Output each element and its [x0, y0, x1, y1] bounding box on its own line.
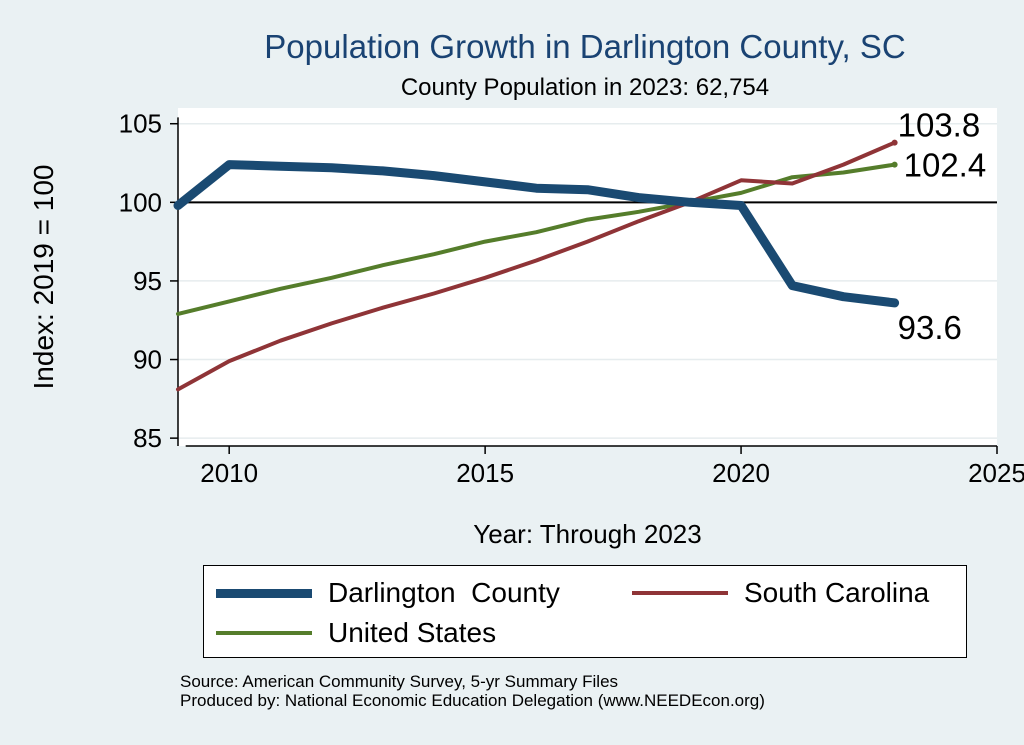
legend-label-south-carolina: South Carolina	[744, 577, 930, 608]
end-label-2: 102.4	[904, 147, 987, 184]
legend-swatch-south-carolina	[632, 591, 728, 595]
legend-item-darlington: Darlington County	[216, 577, 560, 609]
legend-item-united-states: United States	[216, 617, 496, 649]
x-tick-label: 2015	[456, 458, 514, 488]
y-tick-label: 85	[133, 423, 162, 453]
chart-subtitle: County Population in 2023: 62,754	[400, 74, 770, 101]
legend-label-united-states: United States	[328, 617, 497, 648]
legend-item-south-carolina: South Carolina	[632, 577, 929, 609]
series-line-1	[176, 140, 897, 392]
series-end-point-0	[890, 298, 899, 307]
legend-label-darlington: Darlington County	[328, 577, 560, 608]
y-tick-label: 90	[133, 345, 162, 375]
series-end-point-1	[891, 139, 898, 146]
series-line-0	[173, 160, 900, 308]
legend-swatch-darlington	[216, 588, 312, 598]
y-tick-label: 105	[119, 109, 162, 139]
legend-swatch-united-states	[216, 631, 312, 635]
producer-line: Produced by: National Economic Education…	[180, 691, 765, 710]
series-end-point-2	[891, 161, 898, 168]
x-axis-label: Year: Through 2023	[473, 519, 701, 549]
y-axis-label: Index: 2019 = 100	[28, 165, 59, 390]
legend: Darlington County South Carolina United …	[203, 565, 967, 658]
source-line: Source: American Community Survey, 5-yr …	[180, 672, 619, 691]
source-note: Source: American Community Survey, 5-yr …	[180, 672, 765, 710]
y-tick-label: 100	[119, 187, 162, 217]
end-label-1: 103.8	[898, 107, 981, 144]
y-tick-label: 95	[133, 266, 162, 296]
x-tick-label: 2025	[968, 458, 1024, 488]
plot-area	[178, 108, 997, 446]
end-label-0: 93.6	[898, 309, 962, 346]
x-tick-label: 2020	[712, 458, 770, 488]
chart-title: Population Growth in Darlington County, …	[264, 28, 906, 65]
x-tick-label: 2010	[200, 458, 258, 488]
